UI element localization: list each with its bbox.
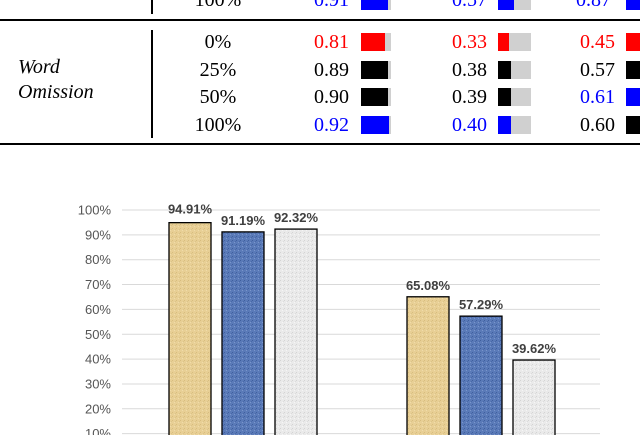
score-cell: 0.87 [576,0,611,11]
score-bar-track [361,115,391,134]
score-bar-fill [626,0,640,10]
score-bar-fill [498,88,511,106]
score-bar-fill [498,33,509,51]
score-bar-fill [361,33,385,51]
y-tick-label: 70% [85,277,111,292]
score-bar-track [626,33,640,51]
score-bar-fill [626,60,640,79]
score-cell: 0.60 [580,113,615,136]
table-rule [0,19,640,21]
score-cell: 0.38 [452,58,487,81]
bar [512,359,556,435]
score-bar-fill [626,88,640,106]
score-bar-track [498,60,531,79]
bar [274,228,318,435]
group-label: Omission [18,81,94,103]
ratio-cell: 0% [204,31,232,53]
y-tick-label: 20% [85,401,111,416]
y-tick-label: 100% [78,203,112,218]
score-bar-track [498,0,531,10]
score-cell: 0.40 [452,113,487,136]
data-label: 94.91% [168,202,213,217]
bars-layer [168,221,556,435]
score-cell: 0.45 [580,31,615,53]
data-labels-layer: 94.91% 91.19% 92.32% 65.08% 57.29% 39.62% [168,202,557,356]
score-cell: 0.61 [580,86,615,108]
score-bar-fill [361,60,388,79]
ratio-cell: 25% [199,58,237,81]
score-bar-track [626,0,640,10]
score-bar-track [361,0,391,10]
score-bar-track [626,115,640,134]
score-bar-fill [498,115,511,134]
score-bar-track [361,88,391,106]
y-tick-label: 80% [85,252,111,267]
score-cell: 0.39 [452,86,487,108]
data-label: 39.62% [512,341,557,356]
score-bar-track [498,115,531,134]
score-bar-track [626,60,640,79]
score-bar-fill [626,33,640,51]
score-bar-fill [498,60,511,79]
data-label: 91.19% [221,213,266,228]
score-bar-fill [498,0,514,10]
score-cell: 0.91 [314,0,349,11]
score-bar-fill [361,0,388,10]
group-label: Word [18,56,60,78]
score-cell: 0.57 [580,58,615,81]
y-tick-label: 10% [85,426,111,435]
bar [168,221,212,435]
score-bar-fill [361,115,389,134]
data-label: 92.32% [274,210,319,225]
bar [459,315,503,435]
ratio-cell: 100% [194,113,242,136]
score-cell: 0.90 [314,86,349,108]
score-bar-track [498,33,531,51]
score-bar-fill [626,115,640,134]
score-cell: 0.81 [314,31,349,53]
score-cell: 0.92 [314,113,349,136]
score-bar-track [626,88,640,106]
y-tick-label: 60% [85,302,111,317]
bar [406,296,450,435]
score-cell: 0.33 [452,31,487,53]
y-tick-label: 50% [85,327,111,342]
y-tick-labels: 10% 20% 30% 40% 50% 60% 70% 80% 90% 100% [78,203,112,435]
score-bar-track [361,60,391,79]
ratio-cell: 100% [194,0,242,11]
y-tick-label: 90% [85,227,111,242]
table-column-divider [151,30,153,138]
score-cell: 0.57 [452,0,487,11]
bar [221,231,265,435]
data-label: 57.29% [459,297,504,312]
y-tick-label: 30% [85,376,111,391]
score-bar-track [498,88,531,106]
table-column-divider [151,0,153,14]
table-bottom-rule [0,143,640,145]
data-label: 65.08% [406,278,451,293]
y-tick-label: 40% [85,352,111,367]
ratio-cell: 50% [199,86,237,108]
score-bar-fill [361,88,388,106]
score-bar-track [361,33,391,51]
score-cell: 0.89 [314,58,349,81]
